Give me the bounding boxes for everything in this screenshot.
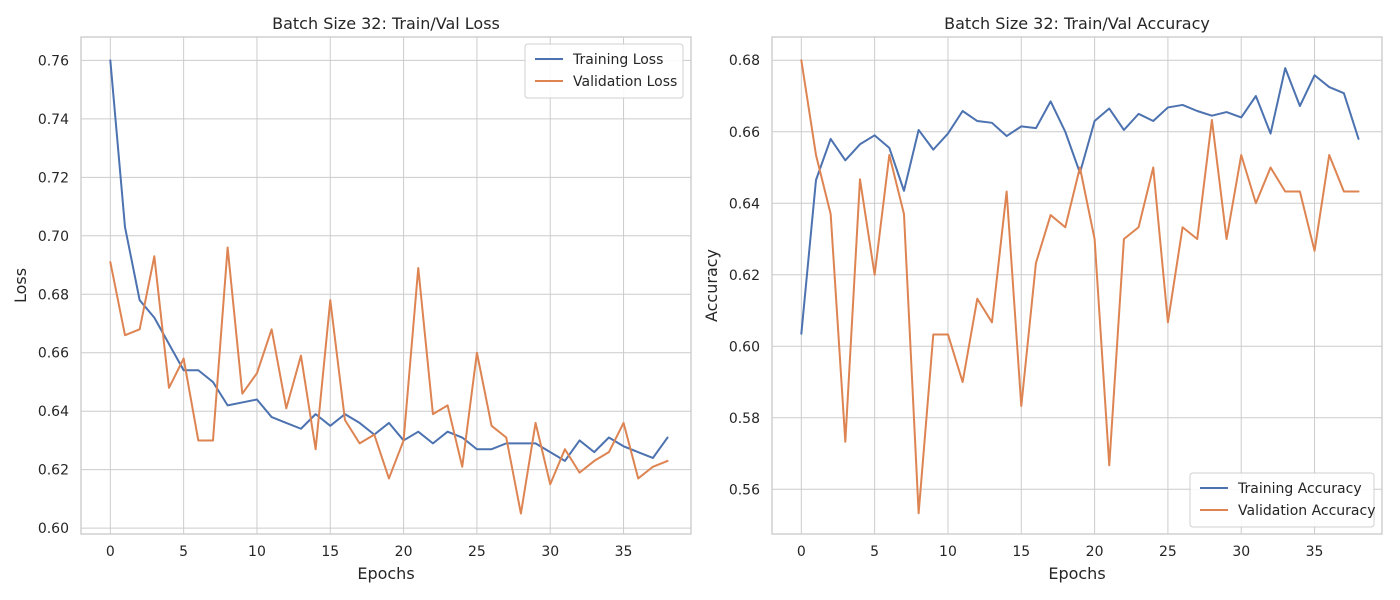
- y-tick-label: 0.68: [38, 287, 69, 303]
- x-tick-label: 30: [1232, 544, 1250, 560]
- y-tick-label: 0.66: [729, 125, 760, 141]
- x-tick-label: 15: [321, 544, 339, 560]
- x-tick-label: 30: [541, 544, 559, 560]
- x-tick-label: 20: [395, 544, 413, 560]
- chart-title: Batch Size 32: Train/Val Accuracy: [944, 14, 1210, 33]
- y-tick-label: 0.60: [729, 339, 760, 355]
- y-tick-label: 0.64: [38, 404, 69, 420]
- x-tick-label: 20: [1086, 544, 1104, 560]
- x-tick-label: 35: [615, 544, 633, 560]
- y-tick-label: 0.58: [729, 411, 760, 427]
- y-tick-label: 0.74: [38, 112, 69, 128]
- legend-label-training-loss: Training Loss: [572, 52, 663, 68]
- loss-chart: 0 5 10 15 20 25 30 35 0.60 0.62 0.64 0.66 0.68 0.70 0.…: [11, 14, 692, 583]
- y-tick-label: 0.66: [38, 346, 69, 362]
- y-tick-label: 0.64: [729, 196, 760, 212]
- x-tick-label: 0: [797, 544, 806, 560]
- chart-title: Batch Size 32: Train/Val Loss: [272, 14, 500, 33]
- training-accuracy-line: [800, 67, 1360, 335]
- x-tick-label: 15: [1012, 544, 1030, 560]
- y-tick-label: 0.62: [729, 268, 760, 284]
- x-axis-label: Epochs: [357, 564, 414, 583]
- plot-border: [80, 36, 692, 535]
- legend: Training Accuracy Validation Accuracy: [1189, 472, 1376, 528]
- x-axis-label: Epochs: [1048, 564, 1105, 583]
- y-tick-label: 0.76: [38, 53, 69, 69]
- plot-border: [771, 36, 1383, 535]
- legend-label-training-accuracy: Training Accuracy: [1237, 481, 1362, 497]
- accuracy-chart: 0 5 10 15 20 25 30 35 0.56 0.58 0.60 0.62 0.64 0.66 0.…: [702, 14, 1383, 583]
- y-tick-label: 0.60: [38, 521, 69, 537]
- y-tick-label: 0.70: [38, 229, 69, 245]
- legend: Training Loss Validation Loss: [524, 43, 684, 99]
- legend-label-validation-accuracy: Validation Accuracy: [1238, 503, 1376, 519]
- legend-box: [524, 43, 684, 99]
- y-tick-label: 0.68: [729, 53, 760, 69]
- x-tick-label: 10: [939, 544, 957, 560]
- training-loss-line: [109, 59, 669, 462]
- x-tick-label: 0: [106, 544, 115, 560]
- x-tick-label: 5: [870, 544, 879, 560]
- y-axis-label: Loss: [11, 268, 30, 303]
- validation-loss-line: [109, 246, 669, 515]
- plot-area: [771, 36, 1383, 535]
- y-tick-label: 0.72: [38, 170, 69, 186]
- validation-accuracy-line: [800, 59, 1360, 515]
- x-tick-label: 35: [1306, 544, 1324, 560]
- plot-area: [80, 36, 692, 535]
- legend-box: [1189, 472, 1375, 528]
- x-tick-label: 10: [248, 544, 266, 560]
- x-tick-label: 25: [1159, 544, 1177, 560]
- y-tick-label: 0.56: [729, 482, 760, 498]
- y-tick-label: 0.62: [38, 463, 69, 479]
- y-axis-label: Accuracy: [702, 249, 721, 322]
- legend-label-validation-loss: Validation Loss: [573, 74, 677, 90]
- x-tick-label: 5: [179, 544, 188, 560]
- x-tick-label: 25: [468, 544, 486, 560]
